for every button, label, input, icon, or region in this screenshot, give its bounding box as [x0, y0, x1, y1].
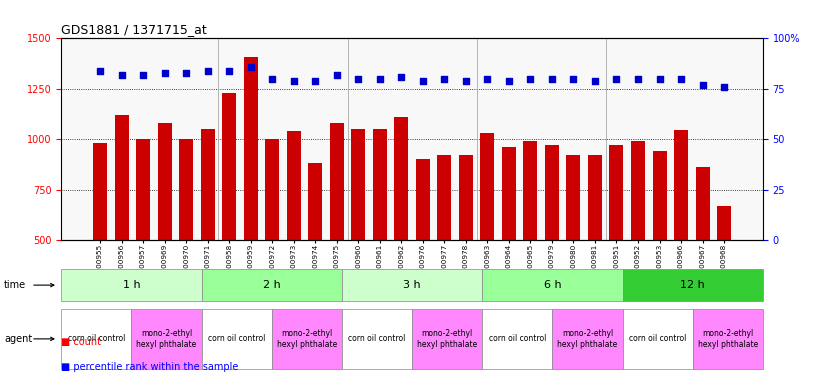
Bar — [653, 151, 667, 341]
Bar — [566, 155, 580, 341]
Point — [481, 76, 494, 82]
Point — [330, 71, 344, 78]
Point — [567, 76, 580, 82]
Text: 12 h: 12 h — [681, 280, 705, 290]
Point — [223, 68, 236, 74]
Point — [438, 76, 451, 82]
Point — [503, 78, 516, 84]
Point — [94, 68, 107, 74]
Bar — [222, 93, 236, 341]
Text: ■ percentile rank within the sample: ■ percentile rank within the sample — [61, 362, 238, 372]
Point — [180, 70, 193, 76]
Point — [459, 78, 472, 84]
Text: mono-2-ethyl
hexyl phthalate: mono-2-ethyl hexyl phthalate — [417, 329, 477, 349]
Text: 6 h: 6 h — [543, 280, 561, 290]
Bar — [352, 129, 366, 341]
Text: mono-2-ethyl
hexyl phthalate: mono-2-ethyl hexyl phthalate — [277, 329, 337, 349]
Text: corn oil control: corn oil control — [348, 334, 406, 343]
Text: mono-2-ethyl
hexyl phthalate: mono-2-ethyl hexyl phthalate — [698, 329, 758, 349]
Point — [352, 76, 365, 82]
Text: 2 h: 2 h — [263, 280, 281, 290]
Bar — [502, 147, 516, 341]
Point — [115, 71, 128, 78]
Bar — [416, 159, 430, 341]
Point — [395, 74, 408, 80]
Text: GDS1881 / 1371715_at: GDS1881 / 1371715_at — [61, 23, 207, 36]
Bar — [244, 56, 258, 341]
Point — [545, 76, 558, 82]
Text: time: time — [4, 280, 26, 290]
Bar — [459, 155, 472, 341]
Text: mono-2-ethyl
hexyl phthalate: mono-2-ethyl hexyl phthalate — [136, 329, 197, 349]
Point — [717, 84, 730, 90]
Bar — [136, 139, 150, 341]
Point — [244, 63, 257, 70]
Bar — [610, 145, 623, 341]
Point — [632, 76, 645, 82]
Point — [588, 78, 601, 84]
Bar — [286, 131, 301, 341]
Text: corn oil control: corn oil control — [629, 334, 686, 343]
Bar — [114, 115, 129, 341]
Point — [287, 78, 300, 84]
Text: 3 h: 3 h — [403, 280, 421, 290]
Text: ■ count: ■ count — [61, 337, 101, 347]
Bar — [545, 145, 559, 341]
Bar — [157, 123, 171, 341]
Bar — [201, 129, 215, 341]
Point — [524, 76, 537, 82]
Bar — [180, 139, 193, 341]
Bar — [588, 155, 602, 341]
Point — [308, 78, 322, 84]
Text: corn oil control: corn oil control — [68, 334, 125, 343]
Bar — [308, 164, 322, 341]
Point — [610, 76, 623, 82]
Bar — [481, 133, 494, 341]
Bar — [523, 141, 538, 341]
Text: 1 h: 1 h — [122, 280, 140, 290]
Bar — [330, 123, 344, 341]
Text: mono-2-ethyl
hexyl phthalate: mono-2-ethyl hexyl phthalate — [557, 329, 618, 349]
Bar — [93, 143, 107, 341]
Bar — [437, 155, 451, 341]
Text: corn oil control: corn oil control — [489, 334, 546, 343]
Point — [136, 71, 149, 78]
Bar — [674, 130, 688, 341]
Point — [416, 78, 429, 84]
Point — [653, 76, 666, 82]
Bar — [717, 206, 731, 341]
Text: corn oil control: corn oil control — [208, 334, 265, 343]
Point — [675, 76, 688, 82]
Text: agent: agent — [4, 334, 33, 344]
Point — [373, 76, 386, 82]
Point — [158, 70, 171, 76]
Bar — [373, 129, 387, 341]
Bar — [695, 167, 710, 341]
Point — [266, 76, 279, 82]
Point — [696, 82, 709, 88]
Bar — [394, 117, 408, 341]
Point — [202, 68, 215, 74]
Bar — [631, 141, 645, 341]
Bar — [265, 139, 279, 341]
